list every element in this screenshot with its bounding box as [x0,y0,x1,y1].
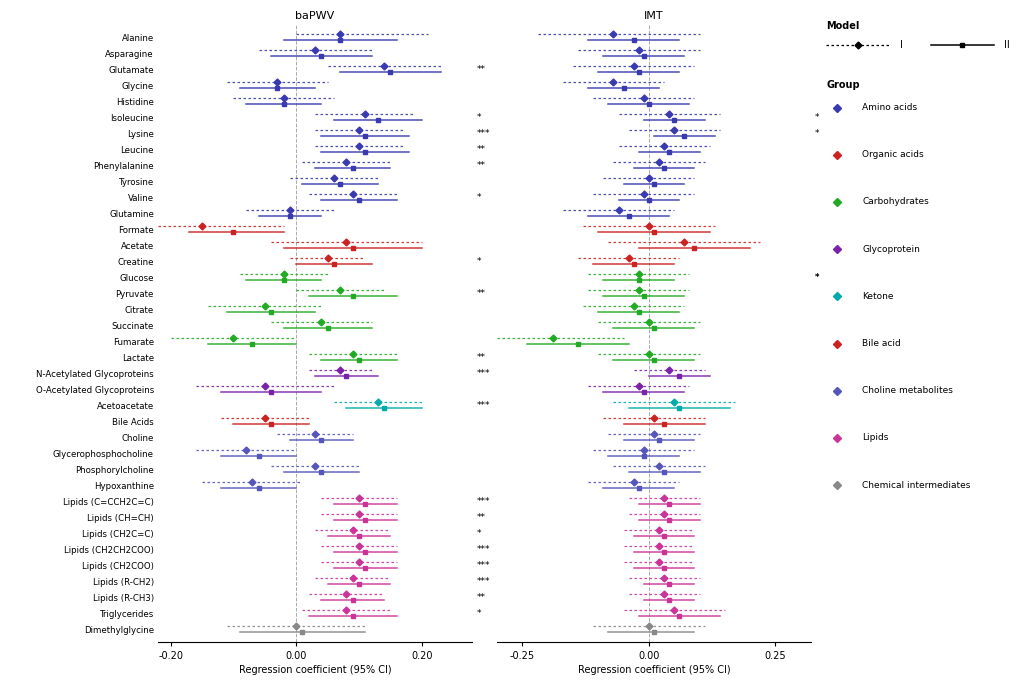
Text: ***: *** [476,128,490,137]
X-axis label: Regression coefficient (95% CI): Regression coefficient (95% CI) [238,665,391,675]
X-axis label: Regression coefficient (95% CI): Regression coefficient (95% CI) [577,665,730,675]
Text: *: * [476,193,481,201]
Text: *: * [476,609,481,618]
Text: *: * [814,273,818,282]
Text: Ketone: Ketone [861,292,893,301]
Text: **: ** [476,513,485,522]
Text: *: * [814,128,818,137]
Text: ***: *** [476,369,490,378]
Text: **: ** [476,144,485,153]
Text: II: II [1004,40,1009,50]
Text: *: * [476,112,481,121]
Text: ***: *** [476,577,490,586]
Text: Model: Model [825,21,859,31]
Text: **: ** [476,65,485,74]
Text: Chemical intermediates: Chemical intermediates [861,481,969,489]
Text: ***: *** [476,497,490,506]
Text: Choline metabolites: Choline metabolites [861,387,952,395]
Title: baPWV: baPWV [296,10,334,21]
Text: *: * [476,529,481,538]
Text: ***: *** [476,545,490,554]
Text: Glycoprotein: Glycoprotein [861,245,919,253]
Text: Lipids: Lipids [861,434,888,442]
Text: Group: Group [825,80,859,90]
Text: **: ** [476,160,485,169]
Text: I: I [899,40,902,50]
Text: ***: *** [476,400,490,409]
Text: Organic acids: Organic acids [861,151,923,159]
Text: ***: *** [476,561,490,570]
Text: *: * [476,257,481,266]
Text: Amino acids: Amino acids [861,103,916,112]
Text: Carbohydrates: Carbohydrates [861,198,928,206]
Text: **: ** [476,353,485,362]
Text: *: * [814,273,818,282]
Title: IMT: IMT [644,10,663,21]
Text: *: * [814,112,818,121]
Text: Bile acid: Bile acid [861,339,900,348]
Text: **: ** [476,593,485,602]
Text: **: ** [476,289,485,298]
